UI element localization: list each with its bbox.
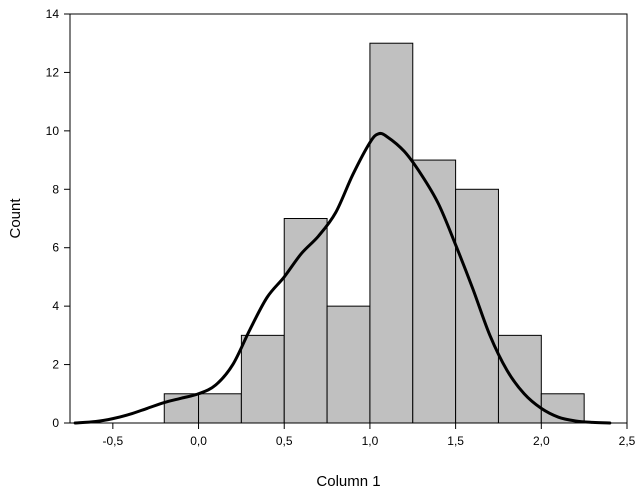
x-tick-label: 0,5: [276, 434, 293, 448]
x-tick-label: 2,0: [533, 434, 550, 448]
histogram-bar-7: [456, 189, 499, 423]
x-tick-label: -0,5: [103, 434, 124, 448]
x-axis-title: Column 1: [316, 473, 380, 490]
y-tick-label: 2: [52, 358, 59, 372]
y-tick-label: 8: [52, 182, 59, 196]
y-tick-label: 14: [46, 7, 60, 21]
histogram-bar-2: [241, 335, 284, 423]
histogram-bar-8: [498, 335, 541, 423]
histogram-bar-6: [413, 160, 456, 423]
x-tick-label: 2,5: [619, 434, 636, 448]
y-tick-label: 4: [52, 299, 59, 313]
y-tick-label: 0: [52, 416, 59, 430]
y-tick-label: 6: [52, 241, 59, 255]
histogram-bar-4: [327, 306, 370, 423]
y-tick-label: 10: [46, 124, 60, 138]
x-tick-label: 1,5: [447, 434, 464, 448]
x-tick-label: 1,0: [362, 434, 379, 448]
y-tick-label: 12: [46, 65, 60, 79]
y-axis-title: Count: [7, 198, 24, 239]
histogram-bars: [164, 43, 584, 423]
histogram-bar-5: [370, 43, 413, 423]
histogram-bar-1: [199, 394, 242, 423]
x-tick-label: 0,0: [190, 434, 207, 448]
